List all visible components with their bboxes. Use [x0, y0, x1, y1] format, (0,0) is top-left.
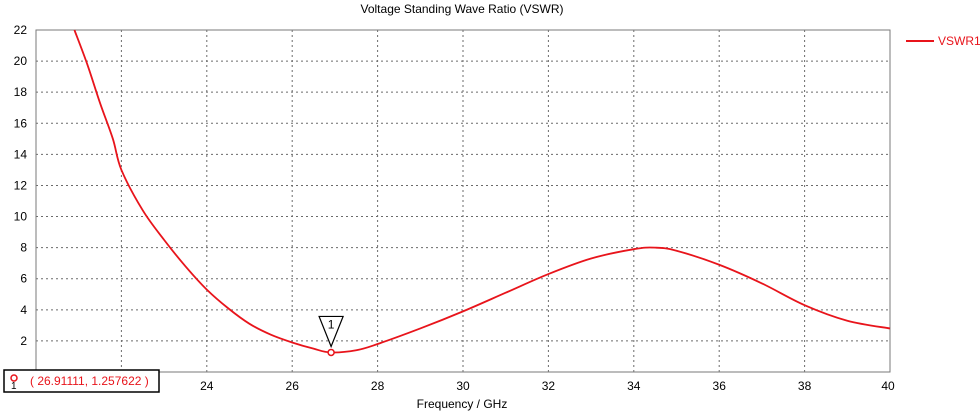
marker-layer: 1 [318, 315, 344, 357]
series-layer [73, 29, 891, 354]
y-tick-label: 12 [14, 178, 28, 192]
y-tick-label: 2 [20, 334, 27, 348]
x-tick-label: 24 [200, 379, 214, 393]
y-tick-label: 6 [20, 272, 27, 286]
marker-readout: 1 ( 26.91111, 1.257622 ) [3, 369, 160, 393]
legend[interactable]: VSWR1 [906, 34, 980, 48]
y-tick-label: 20 [14, 54, 28, 68]
marker-point [327, 348, 335, 357]
y-tick-label: 14 [14, 147, 28, 161]
x-tick-label: 38 [798, 379, 812, 393]
x-tick-label: 28 [371, 379, 385, 393]
x-tick-label: 34 [627, 379, 641, 393]
chart-title: Voltage Standing Wave Ratio (VSWR) [361, 2, 564, 16]
y-tick-label: 16 [14, 116, 28, 130]
marker-readout-frame [3, 369, 160, 393]
y-tick-label: 8 [20, 241, 27, 255]
x-tick-label: 32 [542, 379, 556, 393]
y-tick-label: 4 [20, 303, 27, 317]
y-tick-label: 22 [14, 23, 28, 37]
marker-flag [318, 315, 344, 349]
x-tick-label: 40 [881, 379, 895, 393]
marker-readout-value: ( 26.91111, 1.257622 ) [30, 374, 149, 388]
marker-flag-label: 1 [328, 317, 335, 331]
x-tick-label: 30 [456, 379, 470, 393]
legend-label-vswr1: VSWR1 [938, 34, 980, 48]
x-tick-label: 26 [286, 379, 300, 393]
plot-frame [35, 29, 891, 373]
x-tick-label: 36 [713, 379, 727, 393]
grid [36, 30, 890, 372]
marker-readout-id: 1 [11, 381, 17, 392]
y-tick-label: 18 [14, 85, 28, 99]
y-tick-label: 10 [14, 210, 28, 224]
marker-readout-symbol [10, 374, 18, 382]
series-line-vswr1 [73, 29, 891, 354]
x-axis-label: Frequency / GHz [417, 397, 508, 411]
